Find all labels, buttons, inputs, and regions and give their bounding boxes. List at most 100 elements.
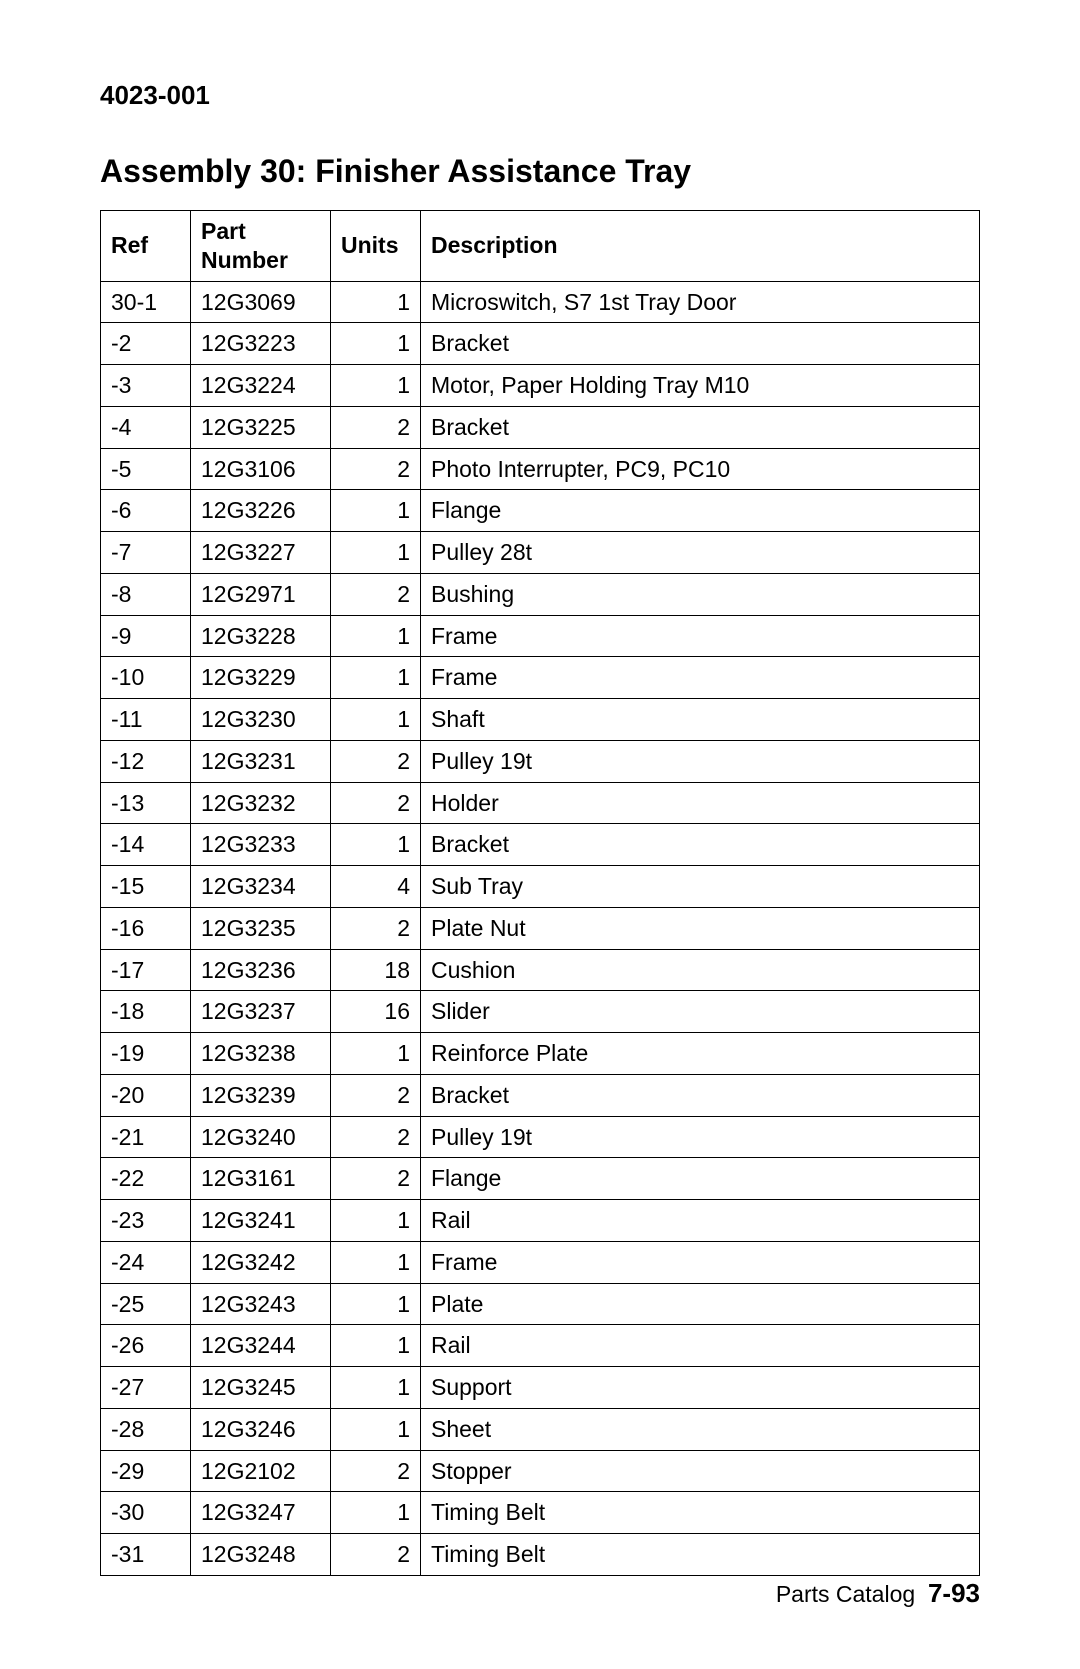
- cell-description: Timing Belt: [421, 1534, 980, 1576]
- cell-units: 2: [331, 573, 421, 615]
- table-row: -612G32261Flange: [101, 490, 980, 532]
- table-row: -1312G32322Holder: [101, 782, 980, 824]
- cell-ref: -27: [101, 1367, 191, 1409]
- footer-page-number: 7-93: [928, 1578, 980, 1608]
- cell-ref: -24: [101, 1241, 191, 1283]
- table-row: -2612G32441Rail: [101, 1325, 980, 1367]
- cell-ref: -18: [101, 991, 191, 1033]
- cell-part-number: 12G3240: [191, 1116, 331, 1158]
- table-row: -1412G32331Bracket: [101, 824, 980, 866]
- cell-ref: -4: [101, 406, 191, 448]
- cell-part-number: 12G3244: [191, 1325, 331, 1367]
- cell-units: 2: [331, 1074, 421, 1116]
- table-row: -2812G32461Sheet: [101, 1408, 980, 1450]
- footer-label: Parts Catalog: [776, 1581, 915, 1607]
- cell-description: Sub Tray: [421, 866, 980, 908]
- table-row: 30-112G30691Microswitch, S7 1st Tray Doo…: [101, 281, 980, 323]
- cell-description: Cushion: [421, 949, 980, 991]
- cell-description: Pulley 19t: [421, 1116, 980, 1158]
- cell-part-number: 12G3223: [191, 323, 331, 365]
- cell-part-number: 12G3247: [191, 1492, 331, 1534]
- cell-part-number: 12G3236: [191, 949, 331, 991]
- cell-part-number: 12G3229: [191, 657, 331, 699]
- table-row: -1212G32312Pulley 19t: [101, 740, 980, 782]
- page: 4023-001 Assembly 30: Finisher Assistanc…: [0, 0, 1080, 1669]
- cell-part-number: 12G3224: [191, 365, 331, 407]
- cell-part-number: 12G3238: [191, 1033, 331, 1075]
- cell-units: 1: [331, 1033, 421, 1075]
- cell-units: 1: [331, 657, 421, 699]
- cell-units: 1: [331, 615, 421, 657]
- cell-description: Frame: [421, 657, 980, 699]
- table-row: -1012G32291Frame: [101, 657, 980, 699]
- table-row: -1612G32352Plate Nut: [101, 907, 980, 949]
- cell-ref: -16: [101, 907, 191, 949]
- cell-part-number: 12G3239: [191, 1074, 331, 1116]
- table-row: -3112G32482Timing Belt: [101, 1534, 980, 1576]
- table-row: -212G32231Bracket: [101, 323, 980, 365]
- table-row: -2012G32392Bracket: [101, 1074, 980, 1116]
- cell-description: Rail: [421, 1200, 980, 1242]
- cell-units: 1: [331, 1492, 421, 1534]
- cell-description: Sheet: [421, 1408, 980, 1450]
- cell-description: Support: [421, 1367, 980, 1409]
- cell-description: Pulley 28t: [421, 532, 980, 574]
- cell-description: Flange: [421, 1158, 980, 1200]
- cell-ref: -23: [101, 1200, 191, 1242]
- cell-description: Motor, Paper Holding Tray M10: [421, 365, 980, 407]
- cell-part-number: 12G3069: [191, 281, 331, 323]
- cell-units: 1: [331, 1408, 421, 1450]
- cell-ref: -28: [101, 1408, 191, 1450]
- cell-part-number: 12G3234: [191, 866, 331, 908]
- table-row: -2312G32411Rail: [101, 1200, 980, 1242]
- col-header-ref: Ref: [101, 211, 191, 282]
- cell-ref: -29: [101, 1450, 191, 1492]
- cell-ref: -3: [101, 365, 191, 407]
- cell-units: 16: [331, 991, 421, 1033]
- table-row: -2112G32402Pulley 19t: [101, 1116, 980, 1158]
- cell-part-number: 12G2971: [191, 573, 331, 615]
- col-header-units: Units: [331, 211, 421, 282]
- cell-part-number: 12G3248: [191, 1534, 331, 1576]
- cell-part-number: 12G3245: [191, 1367, 331, 1409]
- col-header-description: Description: [421, 211, 980, 282]
- cell-description: Bracket: [421, 323, 980, 365]
- cell-units: 18: [331, 949, 421, 991]
- cell-units: 1: [331, 1367, 421, 1409]
- cell-units: 1: [331, 1283, 421, 1325]
- cell-part-number: 12G3106: [191, 448, 331, 490]
- table-row: -312G32241Motor, Paper Holding Tray M10: [101, 365, 980, 407]
- cell-ref: -19: [101, 1033, 191, 1075]
- cell-units: 1: [331, 490, 421, 532]
- cell-description: Timing Belt: [421, 1492, 980, 1534]
- cell-ref: -13: [101, 782, 191, 824]
- cell-units: 2: [331, 448, 421, 490]
- table-row: -412G32252Bracket: [101, 406, 980, 448]
- cell-units: 1: [331, 281, 421, 323]
- cell-units: 1: [331, 1241, 421, 1283]
- cell-description: Bracket: [421, 406, 980, 448]
- cell-ref: -26: [101, 1325, 191, 1367]
- cell-ref: -10: [101, 657, 191, 699]
- cell-part-number: 12G3242: [191, 1241, 331, 1283]
- cell-part-number: 12G3230: [191, 699, 331, 741]
- table-row: -2912G21022Stopper: [101, 1450, 980, 1492]
- cell-units: 2: [331, 740, 421, 782]
- table-header-row: Ref Part Number Units Description: [101, 211, 980, 282]
- cell-description: Bracket: [421, 824, 980, 866]
- cell-ref: -30: [101, 1492, 191, 1534]
- cell-description: Plate Nut: [421, 907, 980, 949]
- cell-ref: -5: [101, 448, 191, 490]
- table-row: -1912G32381Reinforce Plate: [101, 1033, 980, 1075]
- table-row: -1712G323618Cushion: [101, 949, 980, 991]
- cell-ref: -2: [101, 323, 191, 365]
- cell-units: 1: [331, 824, 421, 866]
- cell-units: 2: [331, 1534, 421, 1576]
- cell-ref: -7: [101, 532, 191, 574]
- cell-ref: -11: [101, 699, 191, 741]
- cell-description: Shaft: [421, 699, 980, 741]
- cell-part-number: 12G2102: [191, 1450, 331, 1492]
- table-row: -912G32281Frame: [101, 615, 980, 657]
- cell-units: 1: [331, 699, 421, 741]
- cell-description: Stopper: [421, 1450, 980, 1492]
